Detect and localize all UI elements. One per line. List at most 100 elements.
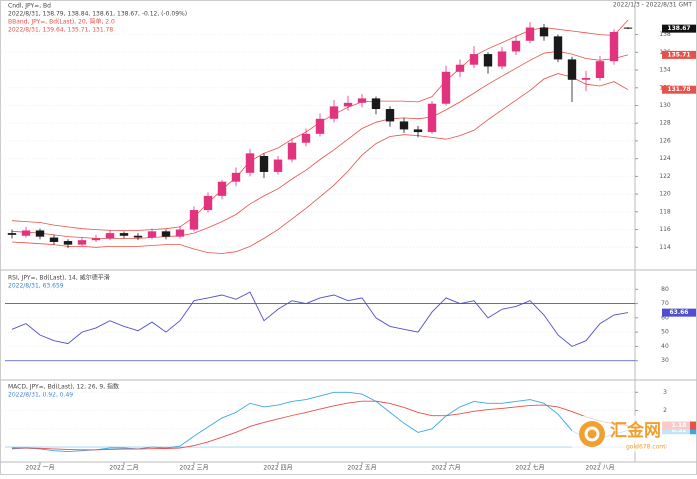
- candle-body: [413, 129, 423, 133]
- y-tick-label: 130: [659, 102, 671, 109]
- candle-body: [105, 233, 115, 239]
- y-tick-label: 126: [659, 137, 671, 144]
- candle-body: [497, 51, 507, 67]
- candle-body: [91, 238, 101, 241]
- y-tick-label: 30: [661, 357, 669, 364]
- value-tag: [662, 308, 696, 317]
- value-tag-label: 135.71: [667, 51, 690, 58]
- x-tick-label: 2022 八月: [585, 465, 614, 472]
- candle-body: [567, 59, 577, 80]
- candle-body: [119, 233, 129, 236]
- candle-body: [623, 27, 633, 29]
- candle-body: [273, 159, 283, 172]
- candle-body: [525, 27, 535, 41]
- candle-body: [63, 241, 73, 245]
- candle-body: [147, 231, 157, 238]
- panel-title: MACD, JPY=, Bd(Last), 12, 26, 9, 指数: [8, 383, 119, 391]
- x-tick-label: 2022 三月: [179, 465, 208, 472]
- candle-body: [483, 54, 493, 67]
- candle-body: [175, 229, 185, 237]
- panel-subtitle: 2022/8/31, 138.79, 138.84, 138.61, 138.6…: [8, 11, 187, 18]
- watermark-logo-ring: [584, 426, 600, 442]
- value-tag-label: 138.67: [667, 25, 690, 32]
- value-tag-label: 131.78: [667, 86, 690, 93]
- candle-body: [357, 98, 367, 103]
- y-tick-label: 40: [661, 343, 669, 350]
- x-tick-label: 2022 六月: [431, 464, 460, 472]
- y-tick-label: 2: [663, 407, 667, 414]
- candle-body: [231, 172, 241, 182]
- candle-body: [35, 230, 45, 237]
- panel-title: RSI, JPY=, Bd(Last), 14, 威尔德平滑: [8, 274, 110, 282]
- x-tick-label: 2022 一月: [25, 465, 54, 472]
- y-tick-label: 116: [659, 226, 671, 233]
- candle-body: [329, 106, 339, 119]
- candle-body: [49, 237, 59, 242]
- y-tick-label: 3: [663, 389, 667, 396]
- candle-body: [427, 103, 437, 133]
- overlay-subtitle: 2022/8/31, 139.64, 135.71, 131.78: [8, 27, 113, 34]
- watermark-logo: [579, 421, 605, 447]
- x-tick-label: 2022 七月: [515, 464, 544, 472]
- y-tick-label: 118: [659, 208, 671, 215]
- watermark: 汇金网 gold678.com: [572, 416, 690, 452]
- candle-body: [301, 133, 311, 143]
- candle-body: [441, 71, 451, 104]
- candle-body: [343, 102, 353, 107]
- candle-body: [7, 233, 17, 235]
- panel-subtitle: 2022/8/31, 63.659: [8, 283, 64, 290]
- candle-body: [581, 78, 591, 80]
- candle-body: [161, 231, 171, 237]
- candle-body: [595, 61, 605, 79]
- y-tick-label: 114: [659, 244, 671, 251]
- candle-body: [539, 27, 549, 37]
- y-tick-label: 120: [659, 191, 671, 198]
- candle-body: [217, 181, 227, 196]
- panel-subtitle: 2022/8/31, 0.92, 0.49: [8, 392, 73, 399]
- y-tick-label: 128: [659, 120, 671, 127]
- candle-body: [553, 36, 563, 60]
- candle-body: [77, 240, 87, 245]
- value-tag: [662, 50, 696, 59]
- panel-title: Cndl, JPY=, Bd: [8, 3, 51, 10]
- overlay-title: BBand, JPY=, Bd(Last), 20, 简单, 2.0: [8, 18, 115, 26]
- x-tick-label: 2022 五月: [347, 465, 376, 472]
- date-range: 2022/1/3 - 2022/8/31 GMT: [613, 2, 692, 9]
- y-tick-label: 50: [661, 329, 669, 336]
- candle-body: [315, 118, 325, 134]
- candle-body: [287, 142, 297, 160]
- candle-body: [21, 230, 31, 236]
- series-line: [11, 73, 629, 254]
- candle-body: [371, 98, 381, 110]
- y-tick-label: 60: [661, 314, 669, 321]
- y-tick-label: 138: [659, 31, 671, 38]
- watermark-brand: 汇金网: [610, 420, 661, 441]
- value-tag: [662, 24, 696, 33]
- candle-body: [245, 153, 255, 173]
- candle-body: [511, 40, 521, 52]
- series-line: [11, 391, 629, 453]
- watermark-bg: [572, 416, 690, 452]
- candle-body: [609, 31, 619, 62]
- candle-body: [133, 235, 143, 238]
- y-tick-label: 124: [659, 155, 671, 162]
- y-tick-label: 122: [659, 173, 671, 180]
- candle-body: [399, 121, 409, 130]
- series-line: [11, 50, 629, 239]
- candle-body: [203, 195, 213, 211]
- candle-body: [455, 64, 465, 72]
- candle-body: [259, 155, 269, 172]
- value-tag-label: 63.66: [670, 309, 689, 316]
- candle-body: [385, 109, 395, 122]
- value-tag: [662, 85, 696, 94]
- y-tick-label: 134: [659, 67, 671, 74]
- series-line: [11, 400, 629, 451]
- y-tick-label: 80: [661, 286, 669, 293]
- x-tick-label: 2022 四月: [263, 465, 292, 472]
- candle-body: [469, 54, 479, 65]
- y-tick-label: 70: [661, 300, 669, 307]
- candle-body: [189, 210, 199, 230]
